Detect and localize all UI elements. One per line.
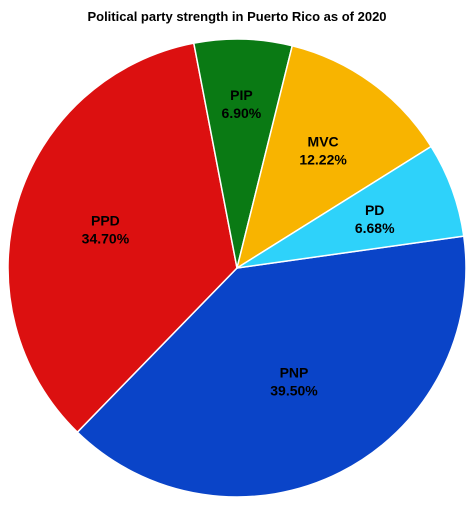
pie-labels: PNP 39.50% PPD 34.70% PIP 6.90% MVC 12.22% PD 6.6… [82,87,395,398]
slice-value-pd: 6.68% [355,220,395,236]
slice-name-pip: PIP [230,87,253,103]
pie-slices [7,38,467,498]
slice-label-pnp: PNP 39.50% [270,364,318,398]
pie-slice-pd [236,145,465,269]
slice-value-pnp: 39.50% [270,382,318,398]
slice-label-pip: PIP 6.90% [222,87,262,121]
pie-slice-pnp [76,235,467,498]
slice-name-pd: PD [365,202,384,218]
pie-slice-ppd [7,42,238,434]
slice-name-mvc: MVC [308,133,339,149]
slice-value-ppd: 34.70% [82,231,130,247]
chart-title: Political party strength in Puerto Rico … [87,9,387,24]
slice-name-pnp: PNP [280,364,309,380]
slice-value-mvc: 12.22% [299,151,347,167]
slice-label-mvc: MVC 12.22% [299,133,347,167]
slice-label-ppd: PPD 34.70% [82,213,130,247]
slice-value-pip: 6.90% [222,105,262,121]
slice-name-ppd: PPD [91,213,120,229]
slice-label-pd: PD 6.68% [355,202,395,236]
pie-slice-mvc [235,44,433,270]
